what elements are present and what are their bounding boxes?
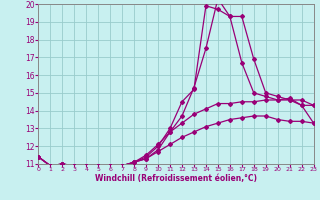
X-axis label: Windchill (Refroidissement éolien,°C): Windchill (Refroidissement éolien,°C) (95, 174, 257, 183)
